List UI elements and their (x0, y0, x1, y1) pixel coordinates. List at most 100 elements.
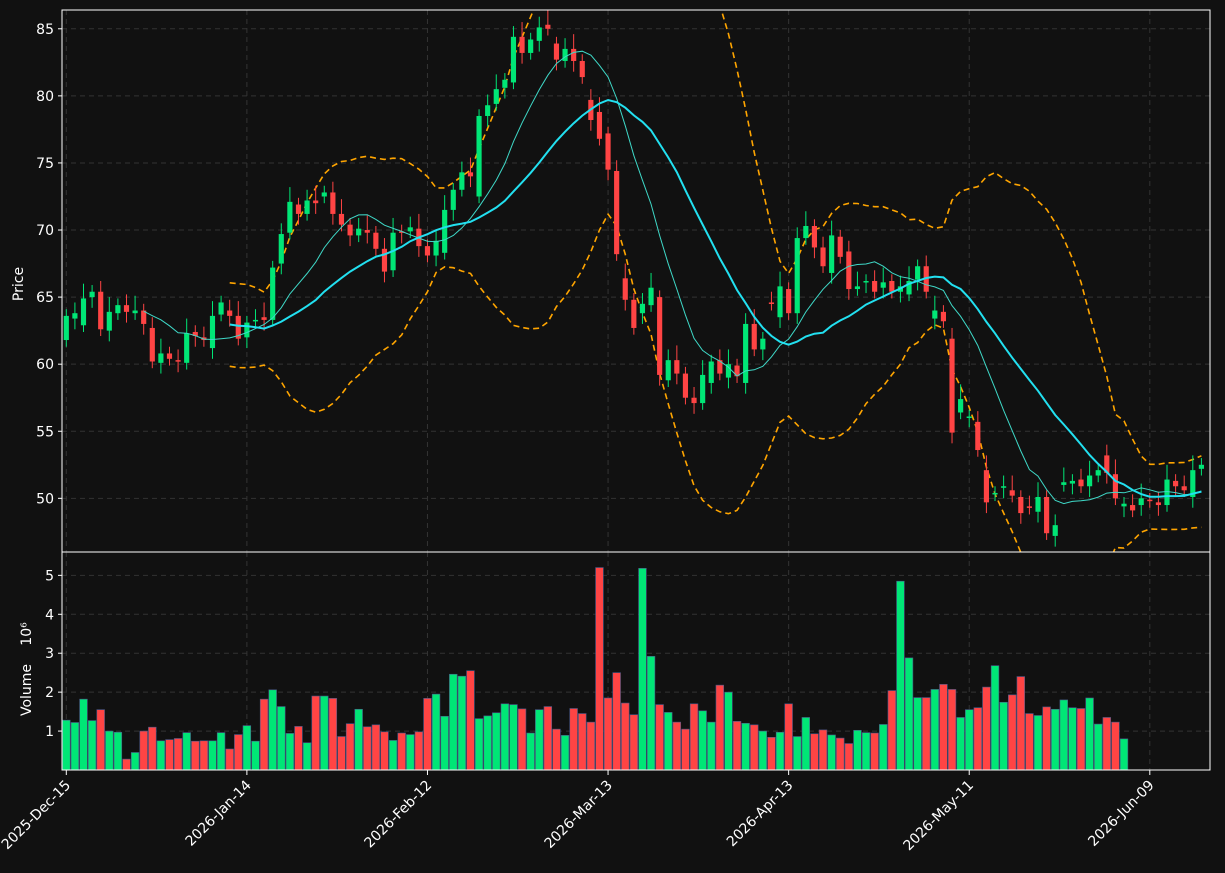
volume-bar (801, 717, 811, 771)
candle-body (1001, 486, 1007, 488)
candle-body (1173, 480, 1179, 487)
candle-body (880, 282, 886, 288)
candle-body (940, 311, 947, 322)
price-tick-label: 80 (36, 89, 54, 105)
volume-bar (904, 657, 914, 771)
candle-body (166, 353, 173, 359)
volume-bar (595, 567, 604, 771)
candle-body (252, 319, 259, 322)
volume-bar (259, 698, 269, 771)
volume-bar (1094, 723, 1103, 771)
volume-bar (388, 740, 398, 771)
candle-body (958, 399, 964, 413)
candle-body (1061, 482, 1067, 485)
volume-bar (234, 734, 243, 771)
candle-body (106, 311, 112, 331)
price-tick-label: 70 (36, 223, 54, 239)
candle-body (270, 267, 276, 320)
volume-tick-label: 1 (45, 724, 54, 740)
volume-bar (492, 712, 501, 771)
volume-bar (302, 742, 312, 771)
volume-bar (165, 739, 174, 771)
candle-body (442, 209, 448, 253)
candle-body (467, 172, 474, 177)
volume-bar (87, 720, 97, 771)
volume-bar (182, 732, 191, 771)
volume-bar (552, 728, 561, 771)
volume-bar (646, 656, 656, 771)
upper-band-line (229, 10, 1202, 466)
candle-body (562, 48, 568, 61)
volume-bar (1025, 713, 1034, 771)
volume-bar (191, 740, 200, 771)
candle-body (811, 225, 818, 248)
candle-body (1130, 505, 1136, 511)
candle-body (1087, 475, 1093, 487)
candle-body (725, 364, 732, 378)
price-axis-label: Price (11, 267, 27, 301)
short-moving-average-line (143, 50, 1202, 505)
volume-bar (1051, 708, 1060, 771)
candle-body (605, 133, 611, 170)
candle-body (717, 360, 723, 374)
volume-bar (1102, 717, 1111, 771)
volume-bar (457, 675, 467, 771)
candle-body (123, 305, 130, 312)
volume-bar (1076, 708, 1086, 771)
candle-body (1181, 486, 1187, 491)
volume-bar (750, 724, 759, 771)
candle-body (700, 374, 706, 404)
candle-body (631, 299, 637, 328)
volume-bar (732, 721, 742, 771)
volume-bar (535, 709, 544, 771)
volume-bar (947, 689, 957, 771)
candle-body (571, 48, 577, 61)
volume-bar (1119, 738, 1129, 771)
volume-bar (939, 684, 948, 771)
volume-bar (251, 740, 260, 771)
bollinger-bands (229, 10, 1202, 552)
candle-body (158, 353, 164, 363)
volume-bar (999, 701, 1008, 771)
candle-body (450, 189, 456, 210)
candle-body (424, 246, 431, 256)
candle-body (614, 170, 620, 255)
volume-bar (449, 673, 458, 771)
candle-body (1138, 498, 1144, 506)
volume-bar (1042, 706, 1051, 771)
volume-bar (208, 740, 217, 771)
candle-body (149, 327, 155, 362)
candle-body (519, 36, 525, 53)
volume-panel-frame (61, 551, 1211, 771)
volume-bar (896, 580, 905, 771)
volume-bar (707, 721, 716, 771)
candle-body (459, 172, 465, 190)
volume-bar (96, 709, 105, 771)
volume-bar (1085, 697, 1094, 771)
volume-bar (337, 736, 346, 771)
volume-bar (311, 695, 320, 771)
price-tick-label: 50 (36, 491, 54, 507)
candle-body (364, 230, 370, 233)
candle-body (648, 287, 654, 306)
volume-bar (767, 736, 776, 771)
candle-body (132, 310, 138, 314)
candle-body (1052, 525, 1058, 536)
volume-bar (715, 684, 725, 771)
price-tick-label: 75 (36, 156, 54, 172)
candle-body (304, 200, 310, 214)
volume-bar (1008, 694, 1017, 771)
candle-body (184, 333, 190, 363)
candle-body (1069, 480, 1075, 484)
volume-bar (406, 734, 415, 771)
volume-bar (242, 725, 252, 771)
volume-bar (371, 724, 381, 771)
volume-bar (741, 722, 750, 771)
volume-bar (354, 708, 363, 771)
candle-body (209, 315, 216, 349)
volume-bar (629, 714, 639, 771)
candle-body (768, 302, 775, 304)
candle-body (829, 235, 835, 273)
candle-body (399, 231, 405, 233)
